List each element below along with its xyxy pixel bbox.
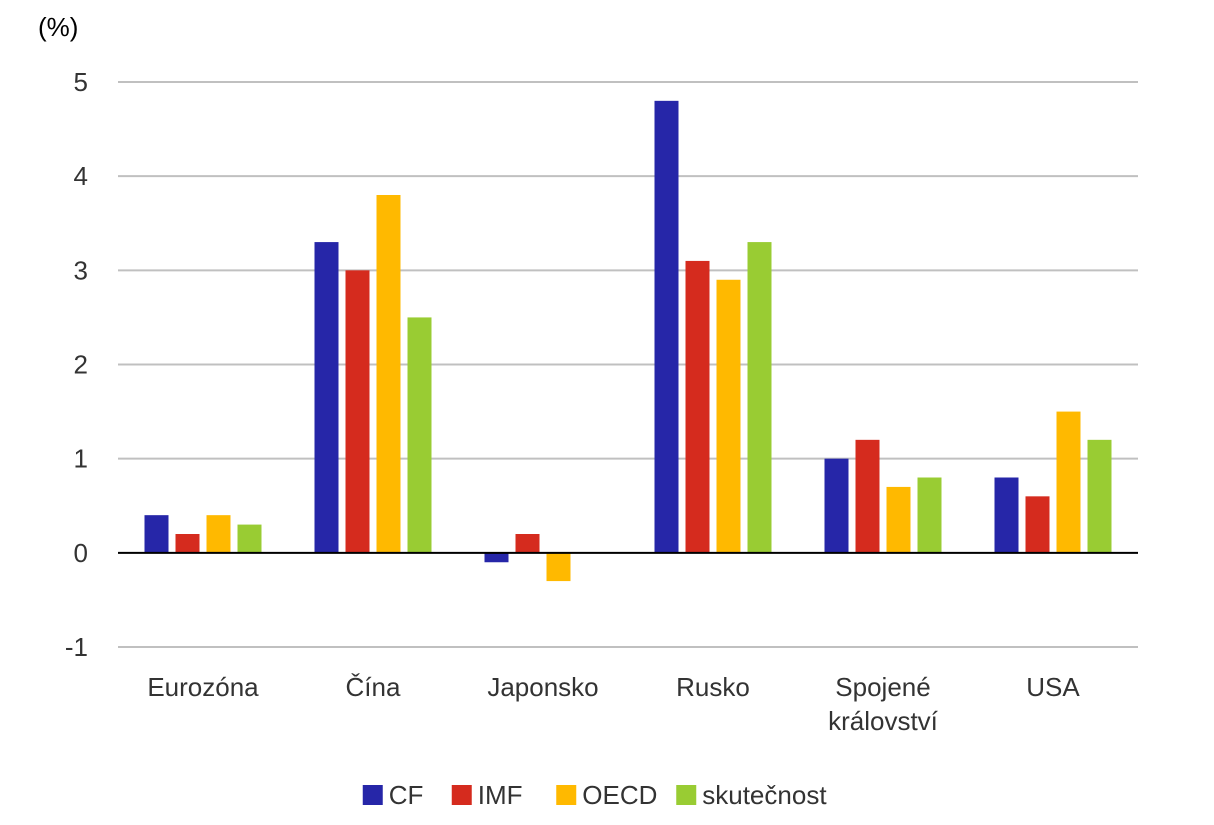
legend: CF IMF OECD skutečnost [362,780,827,810]
bar [237,524,262,553]
bar [685,260,710,553]
category-label: Spojené [835,672,930,702]
bar [407,317,432,553]
bar [994,477,1019,553]
bar [515,534,540,553]
y-tick-label: 0 [74,538,88,568]
category-label: Eurozóna [147,672,259,702]
bar [314,242,339,553]
bar [917,477,942,553]
grid-lines [118,81,1138,648]
bar [144,515,169,553]
legend-label: skutečnost [702,780,827,810]
legend-item: CF [362,780,424,810]
y-tick-label: -1 [65,632,88,662]
bars [144,100,1112,582]
bar [1087,439,1112,553]
y-tick-label: 1 [74,444,88,474]
category-labels: Eurozóna Čína Japonsko Rusko Spojené královst… [147,672,1080,736]
bar [716,279,741,553]
bar [484,552,509,563]
bar [546,552,571,582]
legend-swatch [362,785,383,805]
bar [206,515,231,553]
bar [855,439,880,553]
y-tick-label: 4 [74,161,88,191]
y-tick-label: 5 [74,67,88,97]
y-unit-label: (%) [38,12,78,42]
bar [345,270,370,553]
y-axis-ticks: -1 0 1 2 3 4 5 [65,67,88,662]
legend-item: skutečnost [676,780,827,810]
legend-swatch [556,785,577,805]
bar [654,100,679,553]
bar [175,534,200,553]
y-tick-label: 3 [74,255,88,285]
legend-label: OECD [582,780,657,810]
bar [1056,411,1081,553]
bar [747,242,772,553]
category-label: USA [1026,672,1080,702]
bar [886,486,911,553]
category-label: království [828,706,939,736]
category-label: Japonsko [487,672,598,702]
bar [824,458,849,553]
bar [376,195,401,553]
legend-swatch [676,785,697,805]
legend-item: IMF [451,780,523,810]
legend-item: OECD [556,780,657,810]
category-label: Rusko [676,672,750,702]
legend-swatch [451,785,472,805]
category-label: Čína [346,672,401,702]
bar [1025,496,1050,553]
legend-label: CF [389,780,424,810]
y-tick-label: 2 [74,350,88,380]
legend-label: IMF [478,780,523,810]
